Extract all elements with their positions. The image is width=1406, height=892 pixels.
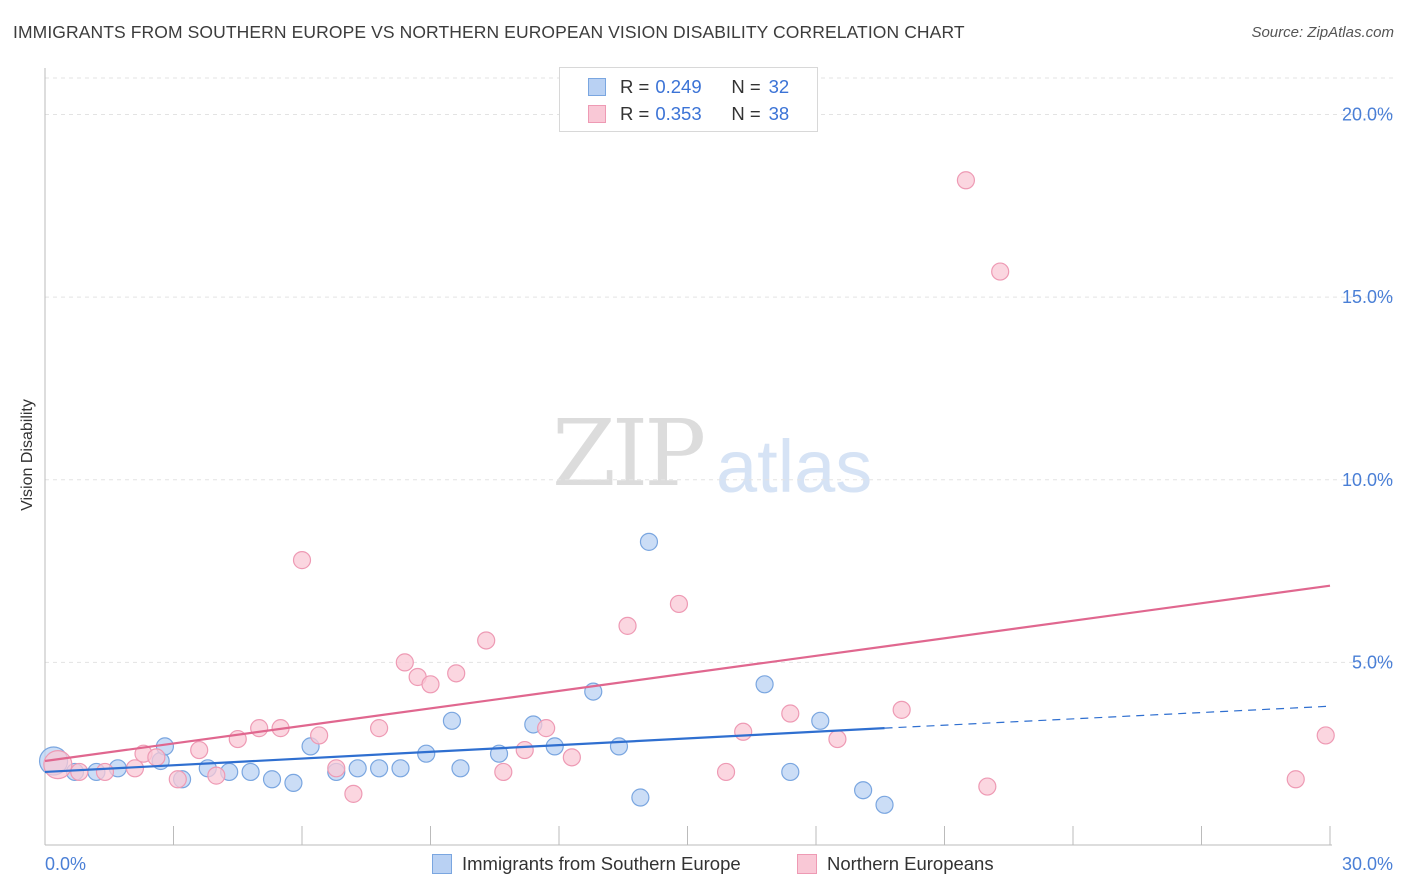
data-point-pink xyxy=(618,616,637,635)
legend-r-label: R = xyxy=(620,76,650,97)
data-point-blue xyxy=(781,762,800,782)
data-point-pink xyxy=(70,762,89,782)
legend-n-value: 38 xyxy=(768,103,790,124)
watermark-atlas: atlas xyxy=(716,425,873,508)
legend-r-label: R = xyxy=(620,103,650,124)
data-point-pink xyxy=(95,762,115,782)
data-point-blue xyxy=(639,532,659,551)
x-tick-label: 30.0% xyxy=(1342,854,1393,874)
data-point-pink xyxy=(310,726,329,745)
trend-line-blue xyxy=(44,727,885,774)
legend-swatch-blue xyxy=(588,78,606,96)
legend-item-northern-europeans: Northern Europeans xyxy=(797,852,994,876)
data-point-pink xyxy=(1286,770,1305,789)
data-point-pink xyxy=(250,719,269,738)
watermark-zip: ZIP xyxy=(552,400,706,507)
legend-n-label: N = xyxy=(731,103,761,124)
y-tick-label: 20.0% xyxy=(1342,105,1393,125)
chart-title: IMMIGRANTS FROM SOUTHERN EUROPE VS NORTH… xyxy=(13,22,965,42)
legend-label: Northern Europeans xyxy=(827,853,994,874)
data-point-blue xyxy=(609,737,629,756)
y-tick-label: 10.0% xyxy=(1342,470,1393,490)
data-point-pink xyxy=(43,750,73,780)
data-point-blue xyxy=(241,762,260,782)
data-point-blue xyxy=(811,711,830,730)
data-point-pink xyxy=(168,770,187,789)
legend-swatch-blue xyxy=(432,854,452,874)
y-tick-label: 5.0% xyxy=(1352,652,1393,672)
legend-r-value: 0.353 xyxy=(655,103,702,124)
data-point-pink xyxy=(828,729,847,749)
legend-n-value: 32 xyxy=(768,76,790,97)
trend-line-pink xyxy=(44,584,1331,763)
data-point-blue xyxy=(391,759,410,778)
data-point-blue xyxy=(348,759,367,778)
legend-row-pink: R = 0.353 N = 38 xyxy=(588,102,789,126)
data-point-pink xyxy=(978,777,997,796)
legend-n-label: N = xyxy=(731,76,761,97)
data-point-pink xyxy=(292,551,312,570)
data-point-pink xyxy=(447,664,466,683)
legend-swatch-pink xyxy=(797,854,817,874)
data-point-pink xyxy=(537,719,556,738)
data-point-blue xyxy=(370,759,389,778)
legend-item-southern-europe: Immigrants from Southern Europe xyxy=(432,852,741,876)
data-point-pink xyxy=(781,704,800,723)
data-point-pink xyxy=(327,759,346,778)
data-point-pink xyxy=(344,784,363,803)
legend-swatch-pink xyxy=(588,105,606,123)
trend-extension-blue xyxy=(884,705,1331,729)
data-point-pink xyxy=(669,594,689,614)
data-point-blue xyxy=(631,788,650,807)
data-point-blue xyxy=(875,795,894,814)
data-point-blue xyxy=(262,770,282,789)
data-point-pink xyxy=(207,766,226,785)
data-point-pink xyxy=(421,675,440,694)
legend-r-value: 0.249 xyxy=(655,76,702,97)
data-point-blue xyxy=(284,773,303,793)
data-point-pink xyxy=(734,722,753,741)
data-point-pink xyxy=(147,748,166,767)
data-point-pink xyxy=(892,700,911,719)
data-point-pink xyxy=(991,262,1010,281)
legend-label: Immigrants from Southern Europe xyxy=(462,853,741,874)
data-point-pink xyxy=(494,762,513,782)
data-point-pink xyxy=(562,748,581,767)
y-tick-label: 15.0% xyxy=(1342,287,1393,307)
data-point-blue xyxy=(442,711,462,730)
data-point-pink xyxy=(477,631,496,650)
data-point-blue xyxy=(755,675,774,694)
data-point-pink xyxy=(515,740,534,760)
data-point-blue xyxy=(854,781,873,800)
data-point-pink xyxy=(956,171,976,190)
correlation-legend: R = 0.249 N = 32 R = 0.353 N = 38 xyxy=(559,67,818,132)
x-tick-label: 0.0% xyxy=(45,854,86,874)
data-point-pink xyxy=(1316,726,1335,745)
legend-row-blue: R = 0.249 N = 32 xyxy=(588,75,789,99)
source-label: Source: ZipAtlas.com xyxy=(1251,24,1394,41)
data-point-pink xyxy=(395,653,414,672)
data-point-pink xyxy=(190,740,209,760)
data-point-pink xyxy=(370,719,389,738)
data-point-pink xyxy=(716,762,736,782)
data-point-blue xyxy=(417,744,436,763)
data-point-blue xyxy=(451,759,470,778)
